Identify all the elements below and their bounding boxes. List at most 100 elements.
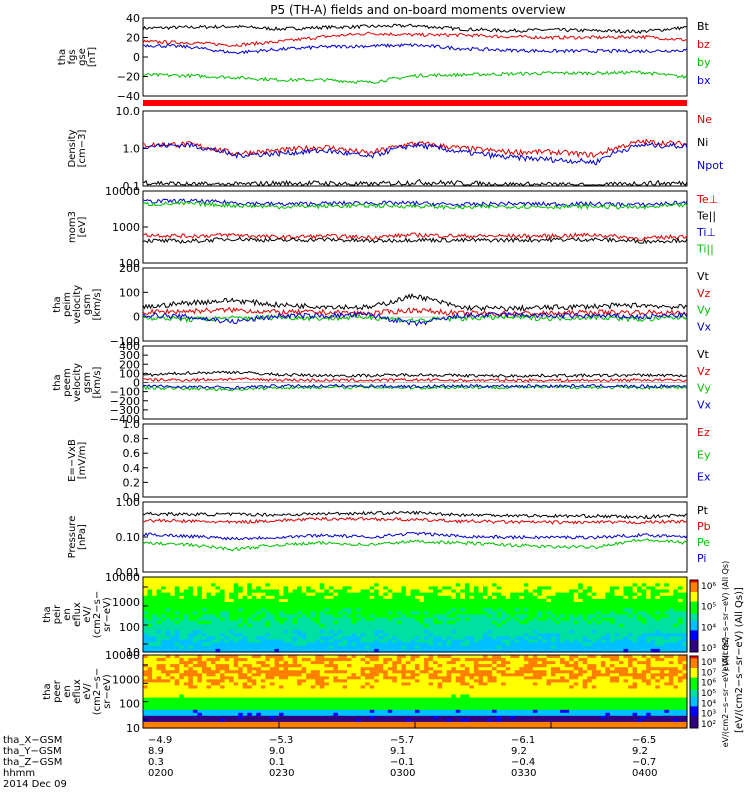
spectrogram-cell <box>247 602 253 606</box>
spectrogram-cell <box>655 639 661 644</box>
spectrogram-cell <box>342 691 348 696</box>
spectrogram-cell <box>401 673 407 677</box>
spectrogram-cell <box>492 620 498 625</box>
spectrogram-cell <box>483 725 489 729</box>
spectrogram-cell <box>224 700 230 705</box>
spectrogram-cell <box>183 667 189 671</box>
spectrogram-cell <box>211 670 217 674</box>
spectrogram-cell <box>265 694 271 699</box>
series-line <box>142 31 688 47</box>
spectrogram-cell <box>297 636 303 641</box>
spectrogram-cell <box>528 633 534 637</box>
spectrogram-cell <box>256 700 262 705</box>
spectrogram-cell <box>573 639 579 644</box>
spectrogram-cell <box>201 642 207 647</box>
spectrogram-cell <box>428 694 434 699</box>
spectrogram-cell <box>383 721 389 726</box>
spectrogram-cell <box>496 633 502 637</box>
spectrogram-cell <box>165 676 171 680</box>
spectrogram-cell <box>356 703 362 708</box>
spectrogram-cell <box>279 623 285 628</box>
spectrogram-cell <box>288 664 294 668</box>
spectrogram-cell <box>192 648 198 653</box>
spectrogram-cell <box>460 703 466 708</box>
spectrogram-cell <box>405 661 411 665</box>
spectrogram-cell <box>179 583 185 587</box>
spectrogram-cell <box>392 636 398 641</box>
spectrogram-cell <box>292 589 298 594</box>
spectrogram-cell <box>446 580 452 584</box>
spectrogram-cell <box>551 623 557 628</box>
spectrogram-cell <box>455 617 461 622</box>
spectrogram-cell <box>446 620 452 625</box>
spectrogram-cell <box>496 667 502 671</box>
spectrogram-cell <box>460 598 466 603</box>
spectrogram-cell <box>170 595 176 600</box>
spectrogram-cell <box>369 691 375 696</box>
spectrogram-cell <box>451 679 457 683</box>
spectrogram-cell <box>637 586 643 591</box>
spectrogram-cell <box>156 639 162 644</box>
spectrogram-cell <box>496 664 502 668</box>
spectrogram-cell <box>682 614 688 619</box>
spectrogram-cell <box>328 645 334 650</box>
spectrogram-cell <box>242 700 248 705</box>
spectrogram-cell <box>156 598 162 603</box>
spectrogram-cell <box>410 630 416 634</box>
spectrogram-cell <box>469 620 475 625</box>
spectrogram-cell <box>174 605 180 609</box>
spectrogram-cell <box>328 673 334 677</box>
spectrogram-cell <box>360 655 366 659</box>
spectrogram-cell <box>396 691 402 696</box>
spectrogram-cell <box>442 700 448 705</box>
spectrogram-cell <box>401 633 407 637</box>
spectrogram-cell <box>319 694 325 699</box>
spectrogram-cell <box>637 617 643 622</box>
spectrogram-cell <box>641 633 647 637</box>
spectrogram-cell <box>487 721 493 726</box>
spectrogram-cell <box>437 697 443 702</box>
spectrogram-cell <box>211 697 217 702</box>
spectrogram-cell <box>396 715 402 720</box>
spectrogram-cell <box>152 592 158 597</box>
spectrogram-cell <box>170 718 176 723</box>
spectrogram-cell <box>628 630 634 634</box>
spectrogram-cell <box>555 642 561 647</box>
spectrogram-cell <box>360 589 366 594</box>
spectrogram-cell <box>365 691 371 696</box>
spectrogram-cell <box>460 620 466 625</box>
spectrogram-cell <box>324 682 330 686</box>
spectrogram-cell <box>374 577 380 581</box>
spectrogram-cell <box>174 673 180 677</box>
spectrogram-cell <box>192 620 198 625</box>
spectrogram-cell <box>378 611 384 616</box>
spectrogram-cell <box>292 688 298 693</box>
y-tick-label: 100 <box>119 621 140 634</box>
spectrogram-cell <box>265 577 271 581</box>
y-axis-label: peir <box>52 604 63 624</box>
spectrogram-cell <box>229 709 235 714</box>
spectrogram-cell <box>211 685 217 689</box>
spectrogram-cell <box>274 673 280 677</box>
spectrogram-cell <box>446 706 452 711</box>
spectrogram-cell <box>297 725 303 729</box>
spectrogram-cell <box>514 636 520 641</box>
spectrogram-cell <box>419 623 425 628</box>
spectrogram-cell <box>677 648 683 653</box>
spectrogram-cell <box>473 694 479 699</box>
spectrogram-cell <box>519 577 525 581</box>
spectrogram-cell <box>664 627 670 631</box>
spectrogram-cell <box>174 627 180 631</box>
spectrogram-cell <box>673 583 679 587</box>
spectrogram-cell <box>197 592 203 597</box>
spectrogram-cell <box>460 721 466 726</box>
spectrogram-cell <box>532 645 538 650</box>
spectrogram-cell <box>174 661 180 665</box>
spectrogram-cell <box>415 614 421 619</box>
spectrogram-cell <box>170 667 176 671</box>
spectrogram-cell <box>233 661 239 665</box>
spectrogram-cell <box>161 697 167 702</box>
spectrogram-cell <box>147 694 153 699</box>
spectrogram-cell <box>619 614 625 619</box>
